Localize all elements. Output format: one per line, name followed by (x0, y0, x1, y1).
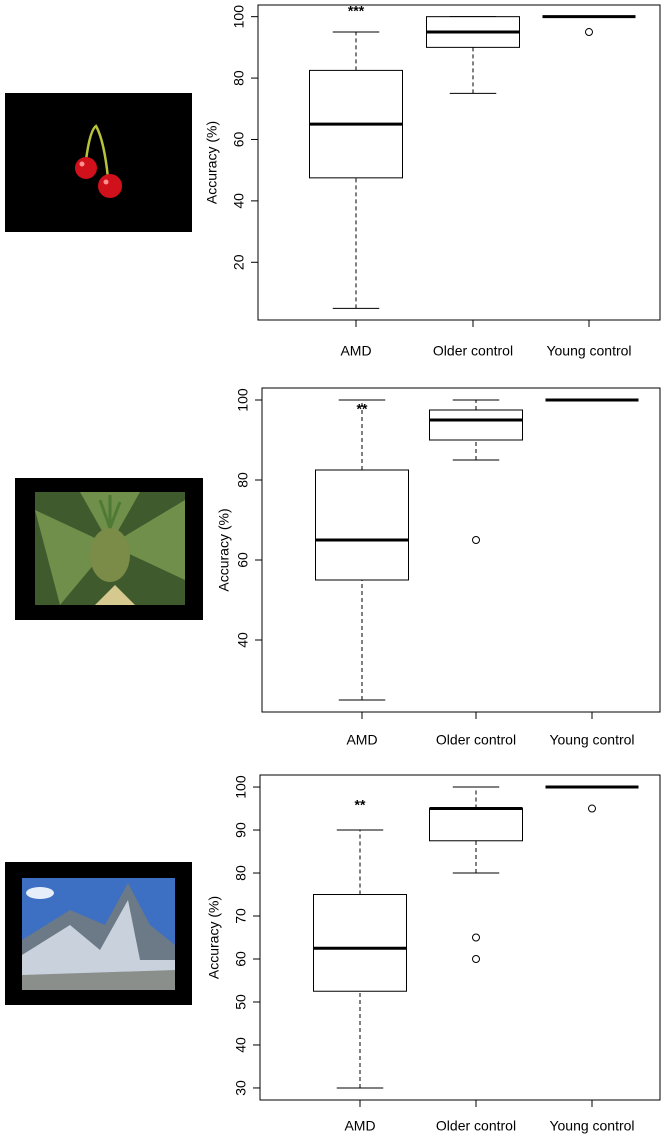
outlier (472, 933, 480, 942)
y-tick-label: 30 (233, 1080, 249, 1096)
y-tick-label: 50 (233, 994, 249, 1010)
outlier (588, 804, 596, 813)
cherry-image (5, 93, 192, 232)
y-tick-label: 100 (235, 388, 251, 412)
outlier (585, 28, 593, 37)
x-tick-label: Young control (549, 1118, 634, 1134)
x-tick-label: AMD (346, 732, 377, 748)
y-axis-label: Accuracy (%) (206, 896, 222, 979)
box-plot: 20 40 60 80 100 Accuracy (%) *** AMD Older contr… (204, 3, 661, 359)
box-plot: 40 60 80 100 Accuracy (%) ** AMD Older control Y… (216, 387, 661, 748)
y-tick-label: 60 (233, 951, 249, 967)
y-tick-label: 80 (233, 865, 249, 881)
plot-frame (261, 387, 661, 713)
y-tick-label: 70 (233, 908, 249, 924)
y-tick-label: 20 (231, 254, 247, 270)
box-plot: 30 40 50 60 70 80 90 100 Accuracy (%) ** AMD Older … (206, 774, 661, 1134)
box (313, 894, 407, 992)
significance-annotation: *** (348, 3, 365, 19)
y-tick-label: 100 (233, 775, 249, 799)
y-axis-label: Accuracy (%) (216, 508, 232, 591)
y-tick-label: 40 (231, 193, 247, 209)
significance-annotation: ** (355, 797, 366, 813)
mountain-image (5, 862, 192, 1005)
outlier (472, 536, 480, 544)
x-tick-label: Older control (436, 732, 516, 748)
plot-frame (257, 4, 661, 321)
x-tick-label: Young control (549, 732, 634, 748)
y-tick-label: 80 (235, 472, 251, 488)
y-axis-label: Accuracy (%) (204, 121, 220, 204)
plot-frame (259, 774, 661, 1101)
box (429, 409, 523, 441)
box (429, 808, 523, 842)
y-tick-label: 90 (233, 822, 249, 838)
pineapple-image (15, 478, 203, 620)
y-tick-label: 100 (231, 5, 247, 29)
x-tick-label: AMD (344, 1118, 375, 1134)
x-tick-label: Older control (433, 343, 513, 359)
x-tick-label: Young control (546, 343, 631, 359)
x-tick-label: AMD (340, 343, 371, 359)
x-tick-label: Older control (436, 1118, 516, 1134)
y-tick-label: 80 (231, 70, 247, 86)
y-tick-label: 40 (235, 632, 251, 648)
outlier (472, 954, 480, 963)
significance-annotation: ** (357, 401, 368, 417)
y-tick-label: 60 (231, 131, 247, 147)
y-tick-label: 60 (235, 552, 251, 568)
box (315, 469, 409, 581)
y-tick-label: 40 (233, 1037, 249, 1053)
